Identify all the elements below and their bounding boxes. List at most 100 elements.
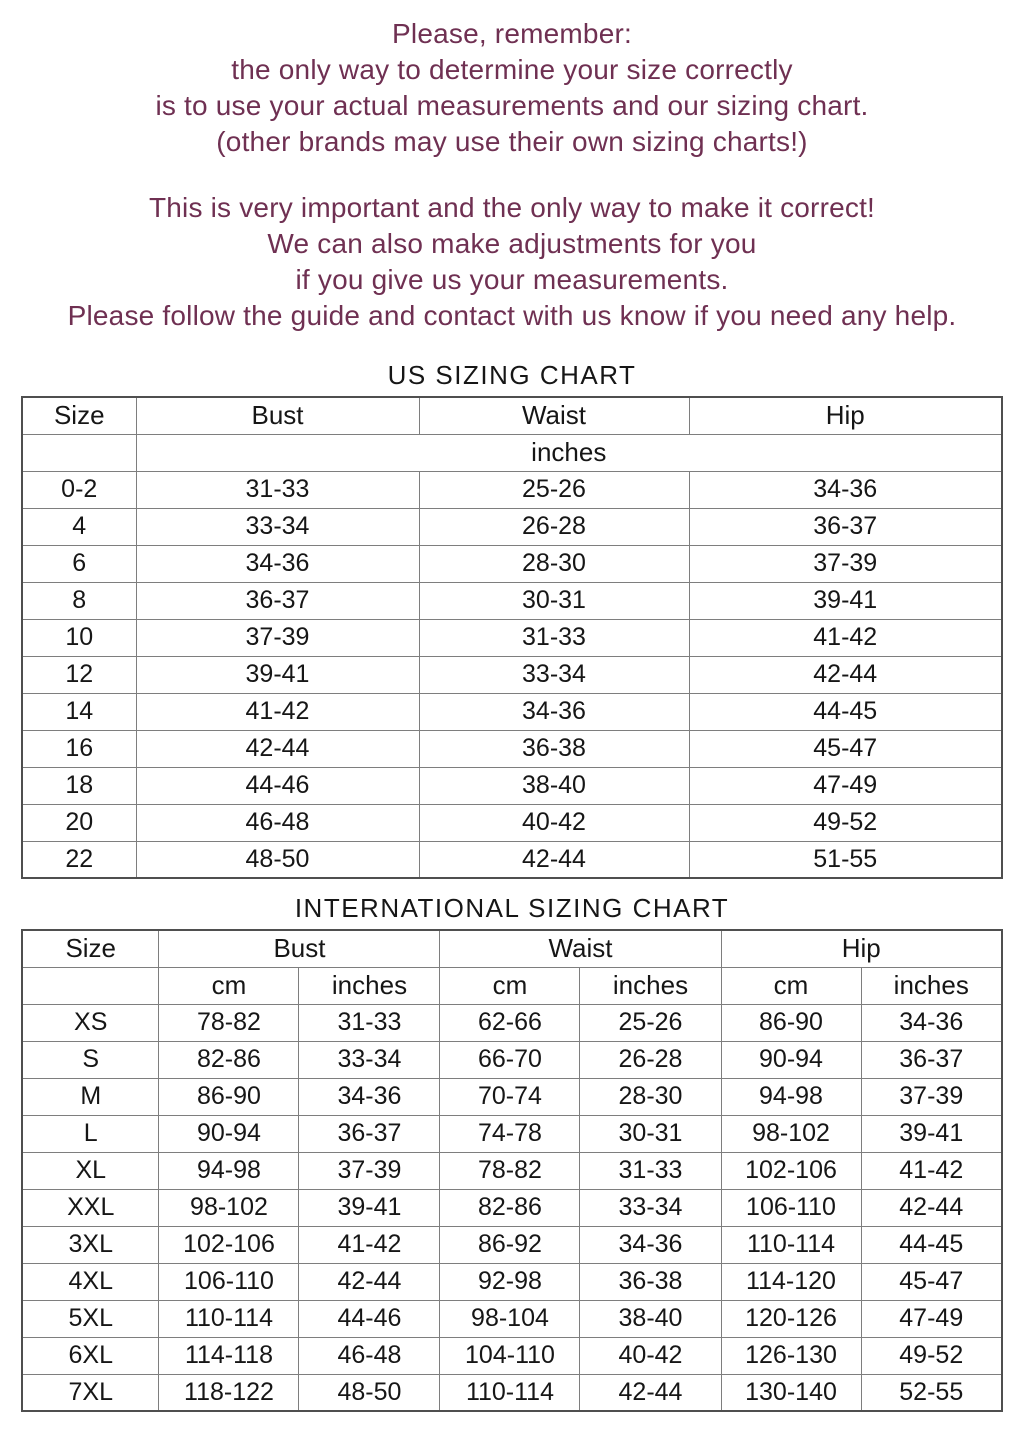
table-row: 5XL 110-114 44-46 98-104 38-40 120-126 47-49 <box>21 1299 1003 1338</box>
table-row: 20 46-48 40-42 49-52 <box>21 803 1003 842</box>
us-table-body: 0-2 31-33 25-26 34-36 4 33-34 26-28 36-37 6 34-36… <box>21 470 1003 879</box>
measurement-cell: 36-38 <box>579 1262 722 1301</box>
intro-line: Please, remember: <box>392 18 632 49</box>
measurement-cell: 26-28 <box>418 507 690 546</box>
header-row: Size Bust Waist Hip <box>21 396 1003 435</box>
table-row: 6XL 114-118 46-48 104-110 40-42 126-130 49-52 <box>21 1336 1003 1375</box>
column-header-waist: Waist <box>439 929 722 968</box>
size-cell: 12 <box>21 655 137 694</box>
paragraph-gap <box>0 160 1024 190</box>
table-row: XXL 98-102 39-41 82-86 33-34 106-110 42-44 <box>21 1188 1003 1227</box>
measurement-cell: 36-38 <box>418 729 690 768</box>
international-chart-title: INTERNATIONAL SIZING CHART <box>294 893 730 923</box>
measurement-cell: 126-130 <box>720 1336 862 1375</box>
size-cell: 20 <box>21 803 137 842</box>
size-cell: 22 <box>21 840 137 879</box>
intro-line: the only way to determine your size corr… <box>231 54 793 85</box>
measurement-cell: 42-44 <box>860 1188 1003 1227</box>
international-sizing-table: Size Bust Waist Hip cm inches cm inches … <box>20 929 1004 1412</box>
size-cell: XS <box>21 1003 160 1042</box>
measurement-cell: 30-31 <box>579 1114 722 1153</box>
measurement-cell: 51-55 <box>688 840 1003 879</box>
measurement-cell: 130-140 <box>720 1373 862 1412</box>
international-table-header: Size Bust Waist Hip cm inches cm inches … <box>21 929 1003 1005</box>
measurement-cell: 46-48 <box>298 1336 441 1375</box>
empty-cell <box>21 966 160 1005</box>
measurement-cell: 110-114 <box>720 1225 862 1264</box>
measurement-cell: 30-31 <box>418 581 690 620</box>
measurement-cell: 94-98 <box>158 1151 300 1190</box>
empty-cell <box>21 433 137 472</box>
measurement-cell: 62-66 <box>439 1003 581 1042</box>
size-cell: 6XL <box>21 1336 160 1375</box>
intro-line: if you give us your measurements. <box>295 264 729 295</box>
intro-note: Please, remember: the only way to determ… <box>0 0 1024 334</box>
measurement-cell: 37-39 <box>688 544 1003 583</box>
measurement-cell: 47-49 <box>860 1299 1003 1338</box>
unit-cm-label: cm <box>720 966 862 1005</box>
measurement-cell: 98-102 <box>158 1188 300 1227</box>
measurement-cell: 98-102 <box>720 1114 862 1153</box>
measurement-cell: 31-33 <box>579 1151 722 1190</box>
table-row: XL 94-98 37-39 78-82 31-33 102-106 41-42 <box>21 1151 1003 1190</box>
column-header-waist: Waist <box>418 396 690 435</box>
table-row: 6 34-36 28-30 37-39 <box>21 544 1003 583</box>
intro-line: Please follow the guide and contact with… <box>67 300 957 331</box>
measurement-cell: 36-37 <box>688 507 1003 546</box>
measurement-cell: 25-26 <box>579 1003 722 1042</box>
measurement-cell: 31-33 <box>135 470 420 509</box>
intro-line: We can also make adjustments for you <box>267 228 757 259</box>
measurement-cell: 41-42 <box>860 1151 1003 1190</box>
unit-inches-label: inches <box>135 433 1003 472</box>
measurement-cell: 46-48 <box>135 803 420 842</box>
table-row: 3XL 102-106 41-42 86-92 34-36 110-114 44-45 <box>21 1225 1003 1264</box>
measurement-cell: 40-42 <box>579 1336 722 1375</box>
measurement-cell: 37-39 <box>298 1151 441 1190</box>
measurement-cell: 48-50 <box>135 840 420 879</box>
us-chart-title: US SIZING CHART <box>387 360 637 390</box>
unit-row: inches <box>21 433 1003 472</box>
measurement-cell: 39-41 <box>298 1188 441 1227</box>
measurement-cell: 34-36 <box>298 1077 441 1116</box>
measurement-cell: 34-36 <box>688 470 1003 509</box>
measurement-cell: 114-120 <box>720 1262 862 1301</box>
measurement-cell: 44-45 <box>860 1225 1003 1264</box>
measurement-cell: 45-47 <box>860 1262 1003 1301</box>
measurement-cell: 102-106 <box>158 1225 300 1264</box>
size-cell: 14 <box>21 692 137 731</box>
size-cell: S <box>21 1040 160 1079</box>
size-cell: 3XL <box>21 1225 160 1264</box>
intro-line: (other brands may use their own sizing c… <box>216 126 808 157</box>
measurement-cell: 38-40 <box>579 1299 722 1338</box>
size-cell: XXL <box>21 1188 160 1227</box>
measurement-cell: 74-78 <box>439 1114 581 1153</box>
size-cell: 4XL <box>21 1262 160 1301</box>
unit-cm-label: cm <box>439 966 581 1005</box>
column-header-size: Size <box>21 396 137 435</box>
table-row: 8 36-37 30-31 39-41 <box>21 581 1003 620</box>
measurement-cell: 70-74 <box>439 1077 581 1116</box>
size-cell: XL <box>21 1151 160 1190</box>
measurement-cell: 106-110 <box>158 1262 300 1301</box>
measurement-cell: 104-110 <box>439 1336 581 1375</box>
table-row: 4 33-34 26-28 36-37 <box>21 507 1003 546</box>
column-header-hip: Hip <box>720 929 1003 968</box>
table-row: 12 39-41 33-34 42-44 <box>21 655 1003 694</box>
column-header-hip: Hip <box>688 396 1003 435</box>
measurement-cell: 36-37 <box>860 1040 1003 1079</box>
measurement-cell: 28-30 <box>418 544 690 583</box>
unit-inches-label: inches <box>298 966 441 1005</box>
measurement-cell: 82-86 <box>158 1040 300 1079</box>
measurement-cell: 41-42 <box>298 1225 441 1264</box>
measurement-cell: 110-114 <box>439 1373 581 1412</box>
measurement-cell: 90-94 <box>158 1114 300 1153</box>
measurement-cell: 33-34 <box>579 1188 722 1227</box>
measurement-cell: 78-82 <box>439 1151 581 1190</box>
us-sizing-table: Size Bust Waist Hip inches 0-2 31-33 25-26… <box>21 396 1003 879</box>
measurement-cell: 86-92 <box>439 1225 581 1264</box>
table-row: 16 42-44 36-38 45-47 <box>21 729 1003 768</box>
measurement-cell: 45-47 <box>688 729 1003 768</box>
unit-inches-label: inches <box>860 966 1003 1005</box>
measurement-cell: 36-37 <box>135 581 420 620</box>
measurement-cell: 42-44 <box>418 840 690 879</box>
